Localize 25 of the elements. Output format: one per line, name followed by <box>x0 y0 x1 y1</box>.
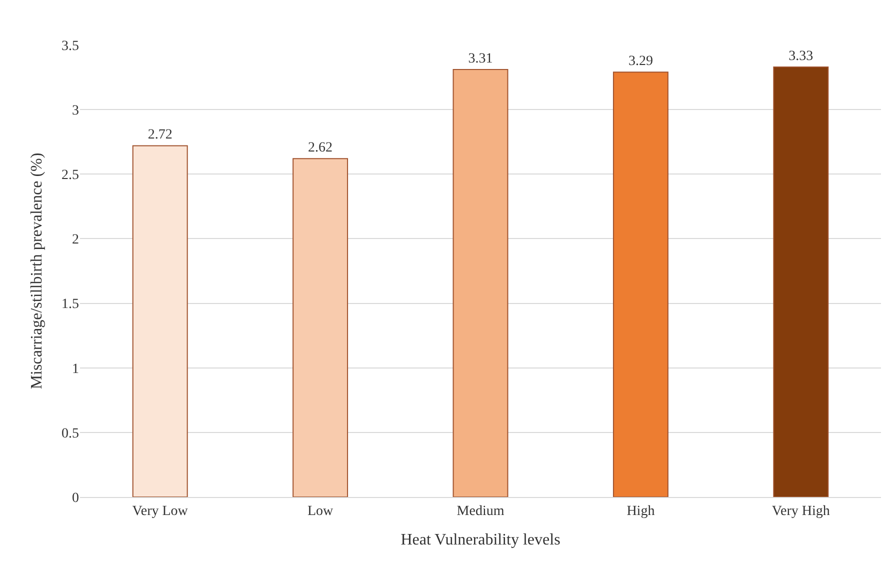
bar <box>773 66 829 497</box>
x-tick-label: Very Low <box>132 504 189 519</box>
x-tick-label: Very High <box>772 504 830 519</box>
x-tick-label: High <box>626 504 655 519</box>
x-tick-label: Medium <box>456 504 504 519</box>
y-tick-label: 3 <box>72 103 79 118</box>
x-tick-label: Low <box>307 504 334 519</box>
y-axis-title: Miscarriage/stillbirth prevalence (%) <box>28 152 46 390</box>
data-label: 2.72 <box>148 128 172 143</box>
x-axis-title: Heat Vulnerability levels <box>400 532 560 548</box>
bar <box>292 158 348 497</box>
y-tick-label: 0.5 <box>62 426 79 442</box>
bar <box>612 72 668 497</box>
data-label: 3.33 <box>788 48 814 64</box>
y-tick-label: 3.5 <box>62 38 79 54</box>
bar <box>452 69 508 497</box>
y-tick-label: 1 <box>72 362 79 377</box>
data-label: 3.31 <box>468 52 493 67</box>
y-tick-label: 0 <box>72 490 79 506</box>
data-label: 3.29 <box>628 54 653 70</box>
y-tick-label: 2.5 <box>62 168 79 184</box>
y-tick-label: 1.5 <box>62 297 79 312</box>
data-label: 2.62 <box>308 140 333 156</box>
y-tick-label: 2 <box>72 232 79 248</box>
bar <box>132 145 188 497</box>
